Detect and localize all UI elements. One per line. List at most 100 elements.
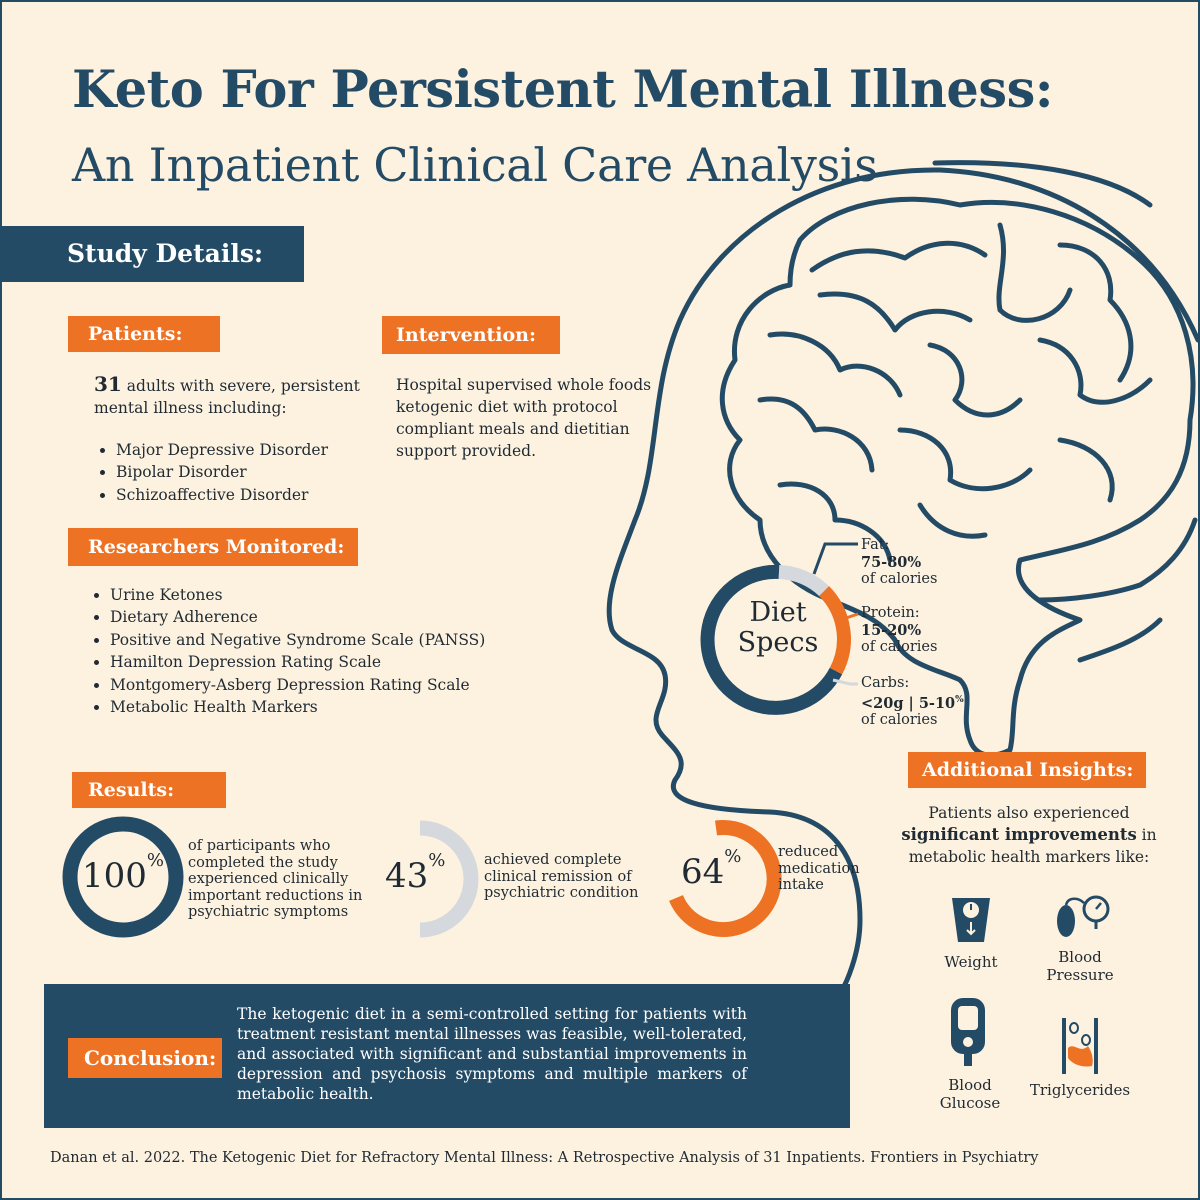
ring-100-track xyxy=(62,816,184,938)
monitored-item: Positive and Negative Syndrome Scale (PA… xyxy=(110,629,508,651)
stat-43-text: achieved complete clinical remission of … xyxy=(484,852,659,902)
blood-pressure-label-line: Pressure xyxy=(1046,965,1114,984)
blood-glucose-label-line: Blood xyxy=(948,1076,992,1094)
results-heading: Results: xyxy=(72,772,226,808)
triglycerides-label: Triglycerides xyxy=(1020,1081,1140,1100)
stat-100-pct: % xyxy=(146,850,165,871)
monitored-item: Dietary Adherence xyxy=(110,606,508,628)
blood-glucose-label-line: Glucose xyxy=(939,1093,1001,1112)
fat-value: 75-80% xyxy=(861,554,922,571)
artery-icon xyxy=(1062,1018,1098,1074)
brain-fold-2 xyxy=(817,291,973,333)
researchers-list: Urine Ketones Dietary Adherence Positive… xyxy=(88,584,508,718)
intervention-line: Hospital supervised whole foods xyxy=(396,376,652,394)
diet-specs-label-line2: Specs xyxy=(737,627,819,658)
carbs-spec: Carbs: <20g | 5-10% of calories xyxy=(861,675,964,729)
study-details-banner: Study Details: xyxy=(0,226,304,282)
title-arc xyxy=(932,160,1153,208)
researchers-heading: Researchers Monitored: xyxy=(68,528,358,566)
patients-count: 31 xyxy=(94,372,122,396)
diet-specs-ring xyxy=(700,542,859,715)
stat-100-line: psychiatric symptoms xyxy=(188,904,349,920)
brain-fold-8 xyxy=(1037,337,1153,405)
carbs-arc xyxy=(778,565,829,597)
intervention-line: compliant meals and dietitian xyxy=(396,420,630,438)
stat-43-pct: % xyxy=(428,850,446,871)
insights-emphasis: significant improvements xyxy=(901,825,1137,844)
fat-arc xyxy=(700,564,843,715)
stat-64-pct: % xyxy=(724,846,742,867)
protein-value: 15-20% xyxy=(861,622,922,639)
brain-fold-10 xyxy=(777,481,893,563)
stat-64-value: 64% xyxy=(681,846,741,892)
glucose-meter-icon xyxy=(951,998,985,1066)
patients-description-line1: adults with severe, persistent xyxy=(126,377,360,395)
insights-heading: Additional Insights: xyxy=(908,752,1146,788)
weight-label: Weight xyxy=(911,953,1031,972)
stat-100-text: of participants who completed the study … xyxy=(188,838,378,921)
condition-item: Major Depressive Disorder xyxy=(116,439,374,461)
fat-label: Fat: xyxy=(861,537,890,553)
protein-arc xyxy=(818,586,851,675)
stat-64-text: reduced medication intake xyxy=(778,844,878,894)
brain-fold-3 xyxy=(996,222,1073,323)
blood-pressure-label: Blood Pressure xyxy=(1020,948,1140,984)
insights-line1: Patients also experienced xyxy=(928,804,1130,822)
protein-label: Protein: xyxy=(861,605,920,621)
intervention-line: ketogenic diet with protocol xyxy=(396,398,618,416)
carbs-connector xyxy=(832,678,858,686)
intervention-text: Hospital supervised whole foods ketogeni… xyxy=(396,374,656,462)
condition-item: Schizoaffective Disorder xyxy=(116,484,374,506)
stat-64-line: reduced xyxy=(778,844,839,860)
patients-description: 31 adults with severe, persistent mental… xyxy=(94,373,374,419)
stat-100-line: important reductions in xyxy=(188,887,363,904)
blood-pressure-icon xyxy=(1057,895,1110,937)
carbs-value-line: <20g | 5-10% xyxy=(861,692,964,712)
brain-fold-11 xyxy=(1057,437,1115,503)
weight-label-line: Weight xyxy=(944,953,998,971)
brain-fold-4 xyxy=(1057,242,1134,383)
brain-fold-9 xyxy=(897,427,1033,492)
stat-100-number: 100 xyxy=(82,856,147,896)
fat-unit: of calories xyxy=(861,571,938,587)
insights-line2: significant improvements in xyxy=(900,824,1158,846)
diet-specs-label: Diet Specs xyxy=(716,598,840,658)
fat-connector xyxy=(812,542,858,575)
stat-100-line: completed the study xyxy=(188,854,338,871)
triglycerides-label-line: Triglycerides xyxy=(1029,1081,1131,1099)
brain-fold-1 xyxy=(809,240,988,273)
carbs-value: <20g | 5-10 xyxy=(861,694,956,712)
diet-specs-label-line1: Diet xyxy=(749,597,807,628)
conclusion-text: The ketogenic diet in a semi-controlled … xyxy=(237,1005,747,1103)
stat-100-value: 100% xyxy=(82,850,164,896)
stat-43-line: psychiatric condition xyxy=(484,885,639,901)
monitored-item: Hamilton Depression Rating Scale xyxy=(110,651,508,673)
stat-43-value: 43% xyxy=(385,850,445,896)
stat-43-line: achieved complete xyxy=(484,852,622,868)
monitored-item: Metabolic Health Markers xyxy=(110,696,508,718)
stat-64-line: medication xyxy=(778,860,860,877)
ring-43-track xyxy=(419,820,479,938)
insights-line3: metabolic health markers like: xyxy=(908,848,1150,866)
stat-100-line: of participants who xyxy=(188,838,331,854)
brain-fold-5 xyxy=(767,331,903,398)
protein-spec: Protein: 15-20% of calories xyxy=(861,605,937,656)
title-line-1: Keto For Persistent Mental Illness: xyxy=(72,60,1054,120)
condition-item: Bipolar Disorder xyxy=(116,461,374,483)
citation: Danan et al. 2022. The Ketogenic Diet fo… xyxy=(50,1150,1039,1166)
stat-100-line: experienced clinically xyxy=(188,871,349,887)
patients-description-line2: mental illness including: xyxy=(94,399,287,417)
stat-64-line: intake xyxy=(778,877,824,893)
stat-43-number: 43 xyxy=(385,856,429,896)
title-line-2: An Inpatient Clinical Care Analysis xyxy=(72,138,878,192)
blood-pressure-label-line: Blood xyxy=(1058,948,1102,966)
monitored-item: Urine Ketones xyxy=(110,584,508,606)
intervention-line: support provided. xyxy=(396,442,536,460)
brain-fold-13 xyxy=(1037,517,1198,603)
protein-unit: of calories xyxy=(861,639,938,655)
patients-conditions-list: Major Depressive Disorder Bipolar Disord… xyxy=(94,439,374,506)
stat-43-line: clinical remission of xyxy=(484,868,632,885)
